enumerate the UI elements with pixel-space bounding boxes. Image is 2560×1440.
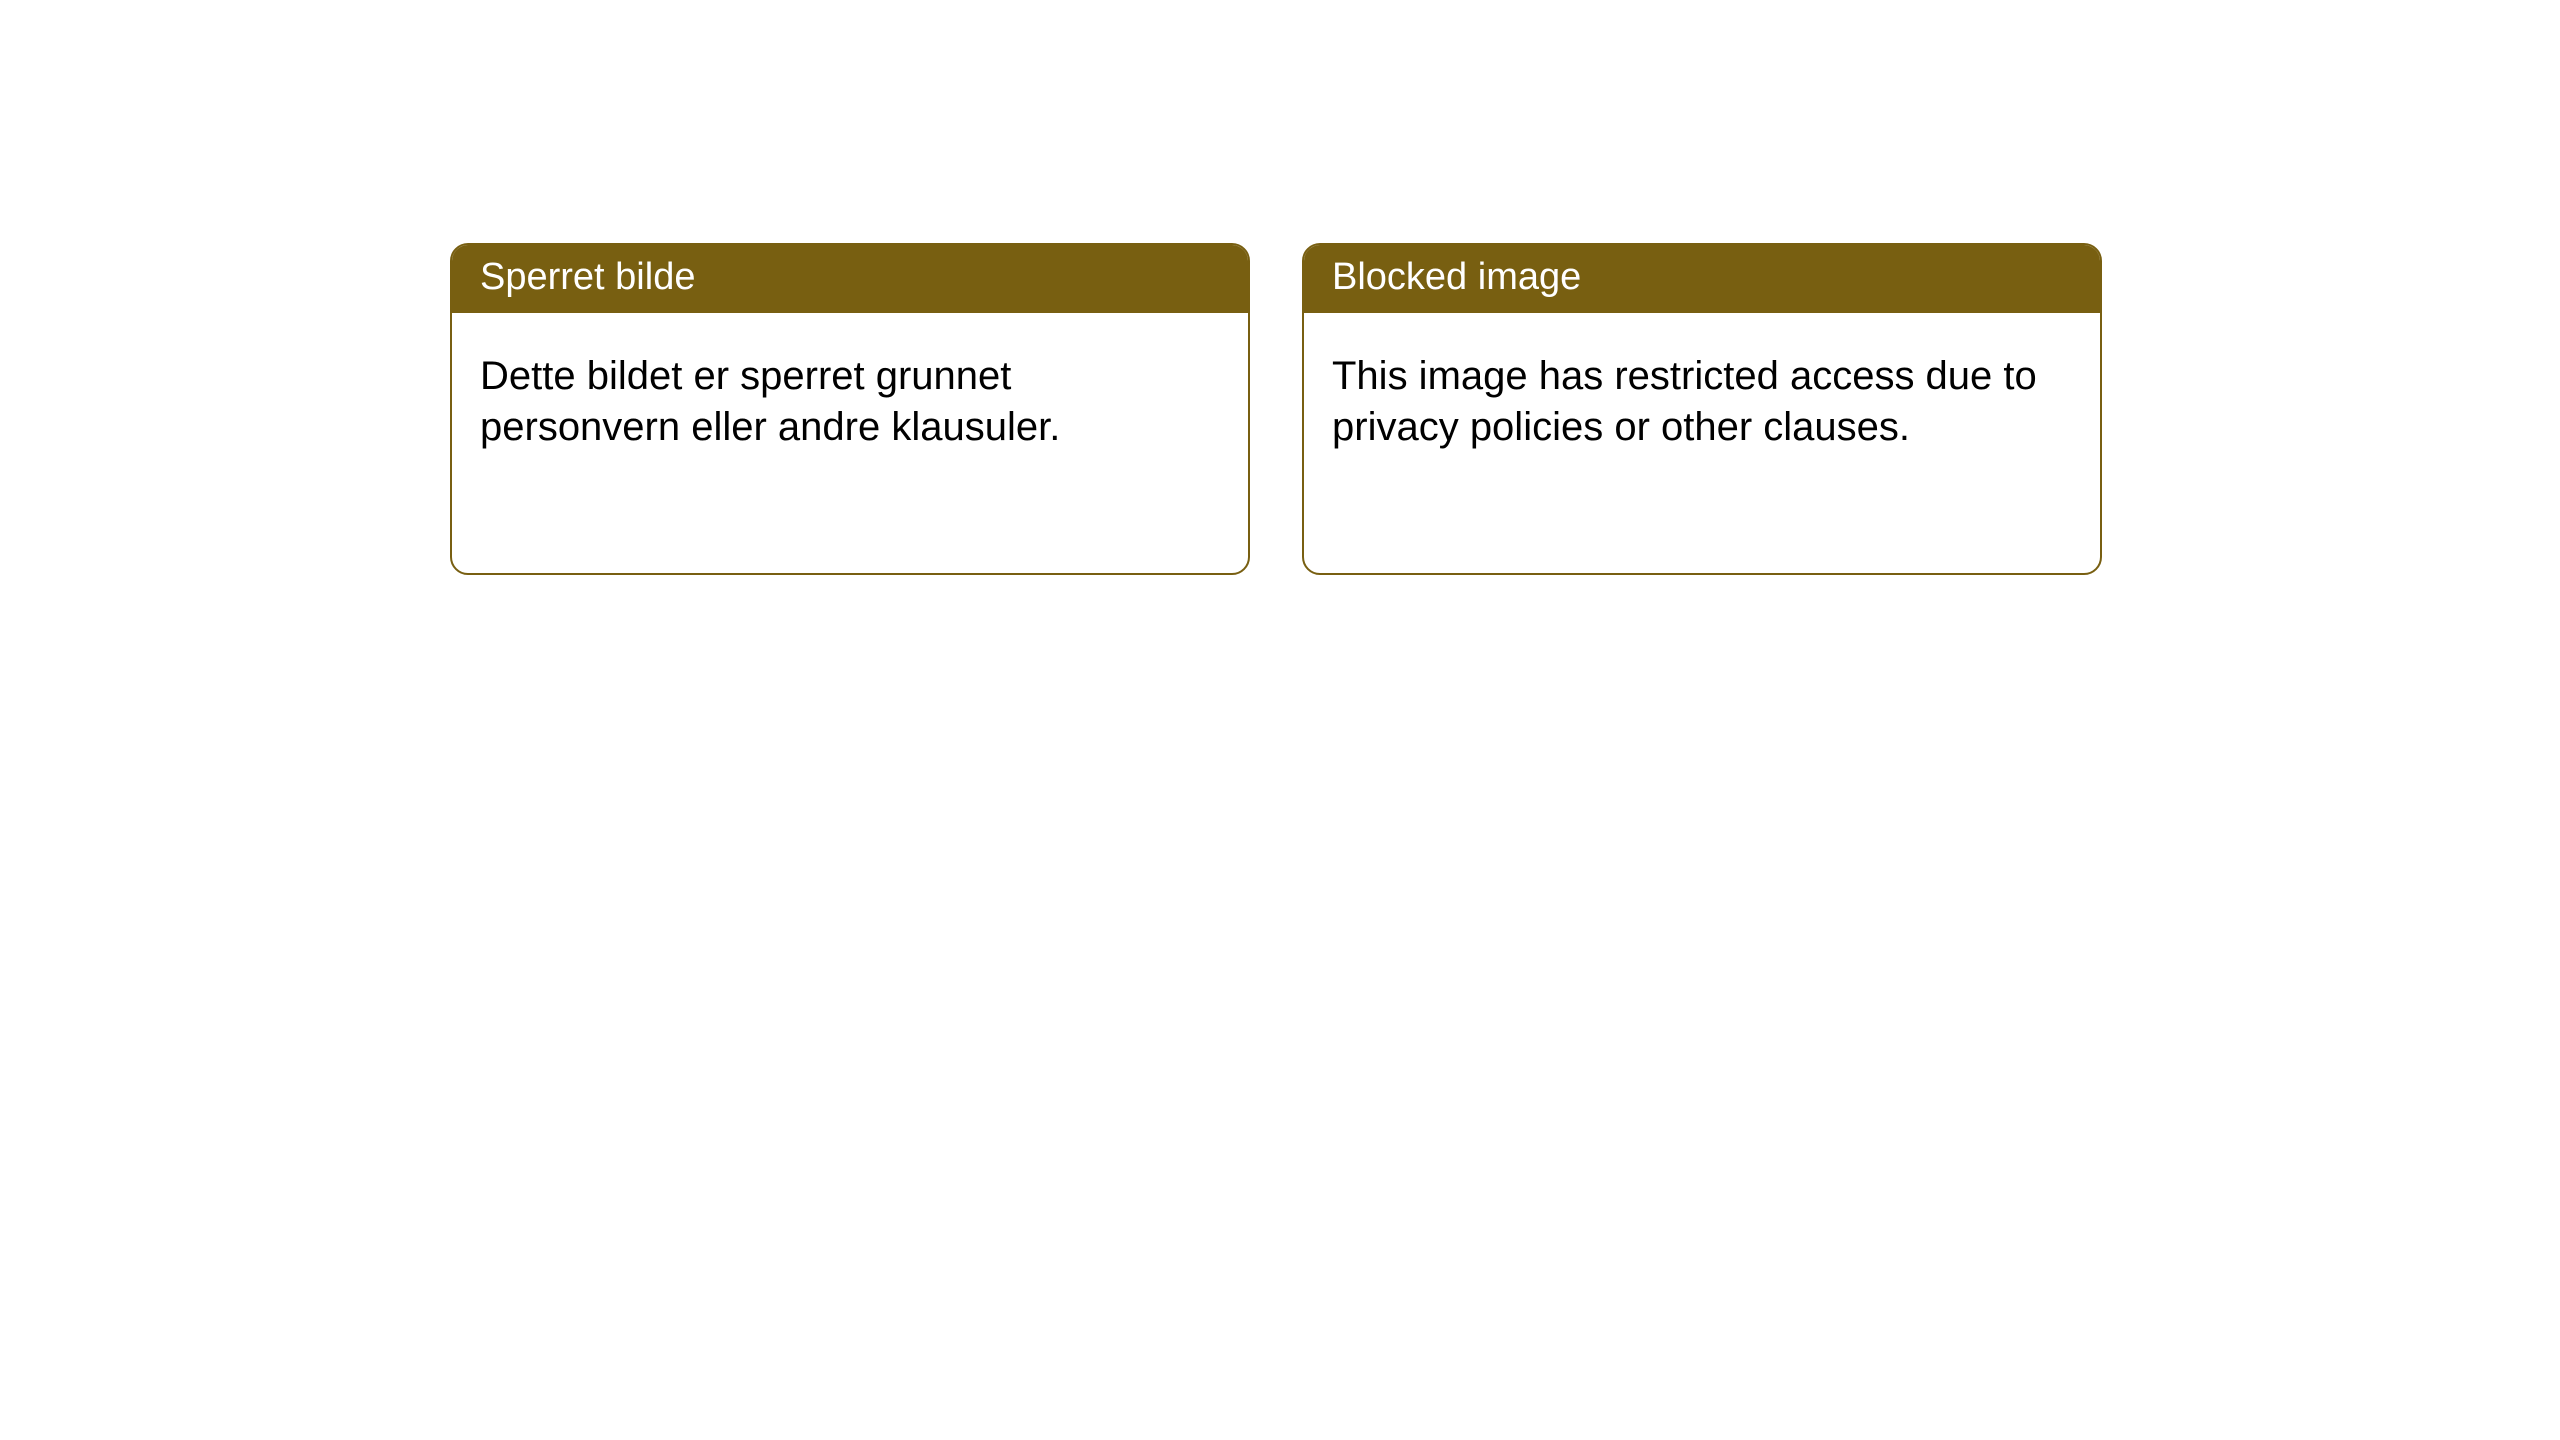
card-header-no: Sperret bilde <box>452 245 1248 313</box>
notice-container: Sperret bilde Dette bildet er sperret gr… <box>0 0 2560 575</box>
blocked-image-card-no: Sperret bilde Dette bildet er sperret gr… <box>450 243 1250 575</box>
blocked-image-card-en: Blocked image This image has restricted … <box>1302 243 2102 575</box>
card-body-en: This image has restricted access due to … <box>1304 313 2100 481</box>
card-body-no: Dette bildet er sperret grunnet personve… <box>452 313 1248 481</box>
card-header-en: Blocked image <box>1304 245 2100 313</box>
